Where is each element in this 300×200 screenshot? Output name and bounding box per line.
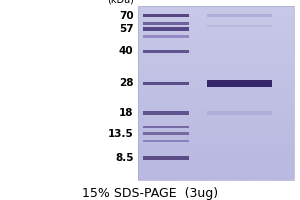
Bar	[143, 156, 190, 160]
Text: 28: 28	[119, 78, 134, 88]
Bar	[143, 82, 190, 85]
Text: (kDa): (kDa)	[106, 0, 134, 4]
Bar	[143, 27, 190, 31]
Bar	[138, 6, 294, 180]
Bar	[143, 140, 190, 142]
Text: 18: 18	[119, 108, 134, 118]
Bar	[143, 22, 190, 25]
Text: 15% SDS-PAGE  (3ug): 15% SDS-PAGE (3ug)	[82, 188, 218, 200]
Bar	[143, 111, 190, 115]
Bar	[143, 50, 190, 53]
Bar	[207, 111, 272, 115]
Bar	[143, 14, 190, 17]
Bar	[207, 25, 272, 27]
Text: 8.5: 8.5	[115, 153, 134, 163]
Text: 40: 40	[119, 46, 134, 56]
Bar	[207, 80, 272, 87]
Bar	[143, 126, 190, 128]
Bar	[143, 132, 190, 135]
Text: 13.5: 13.5	[108, 129, 134, 139]
Text: 57: 57	[119, 24, 134, 34]
Text: 70: 70	[119, 11, 134, 21]
Bar	[143, 35, 190, 38]
Bar	[207, 14, 272, 17]
